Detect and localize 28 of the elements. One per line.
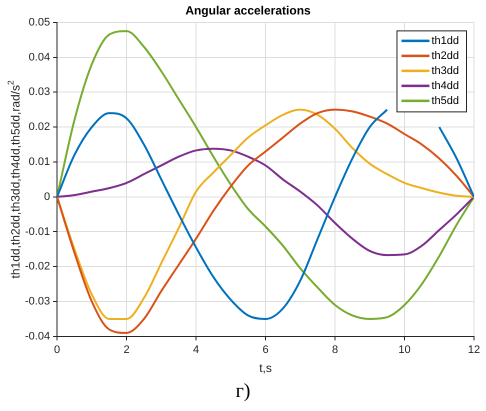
y-tick-label: -0.01 — [24, 226, 50, 238]
x-tick-label: 8 — [332, 344, 338, 356]
y-tick-label: 0.02 — [28, 121, 50, 134]
chart-title: Angular accelerations — [185, 4, 312, 18]
x-tick-label: 12 — [468, 344, 480, 356]
y-tick-label: 0.03 — [28, 86, 50, 98]
x-tick-label: 4 — [192, 344, 200, 356]
y-tick-label: 0.04 — [28, 51, 50, 64]
line-series — [57, 30, 474, 320]
y-tick-label: -0.03 — [24, 296, 50, 308]
text: г) — [234, 380, 252, 403]
legend-label: th1dd — [431, 34, 460, 47]
y-axis-title: th1dd,th2dd,th3dd,th4dd,th5dd,rad/s2 — [6, 80, 22, 278]
x-tick-label: 0 — [54, 344, 60, 356]
x-axis-title: t,s — [259, 361, 272, 376]
legend-label: th3dd — [431, 64, 460, 77]
x-tick-label: 10 — [398, 344, 411, 356]
y-tick-label: 0.05 — [28, 16, 50, 28]
x-tick-label: 6 — [262, 344, 269, 356]
legend-label: th5dd — [431, 94, 460, 107]
x-tick-label: 2 — [124, 344, 130, 356]
legend-label: th2dd — [431, 50, 460, 62]
legend-label: th4dd — [431, 80, 460, 92]
y-tick-label: 0 — [44, 190, 50, 203]
y-tick-label: -0.02 — [24, 260, 50, 273]
y-tick-label: -0.04 — [24, 330, 50, 342]
line-series — [57, 148, 474, 256]
y-tick-label: 0.01 — [28, 156, 50, 168]
